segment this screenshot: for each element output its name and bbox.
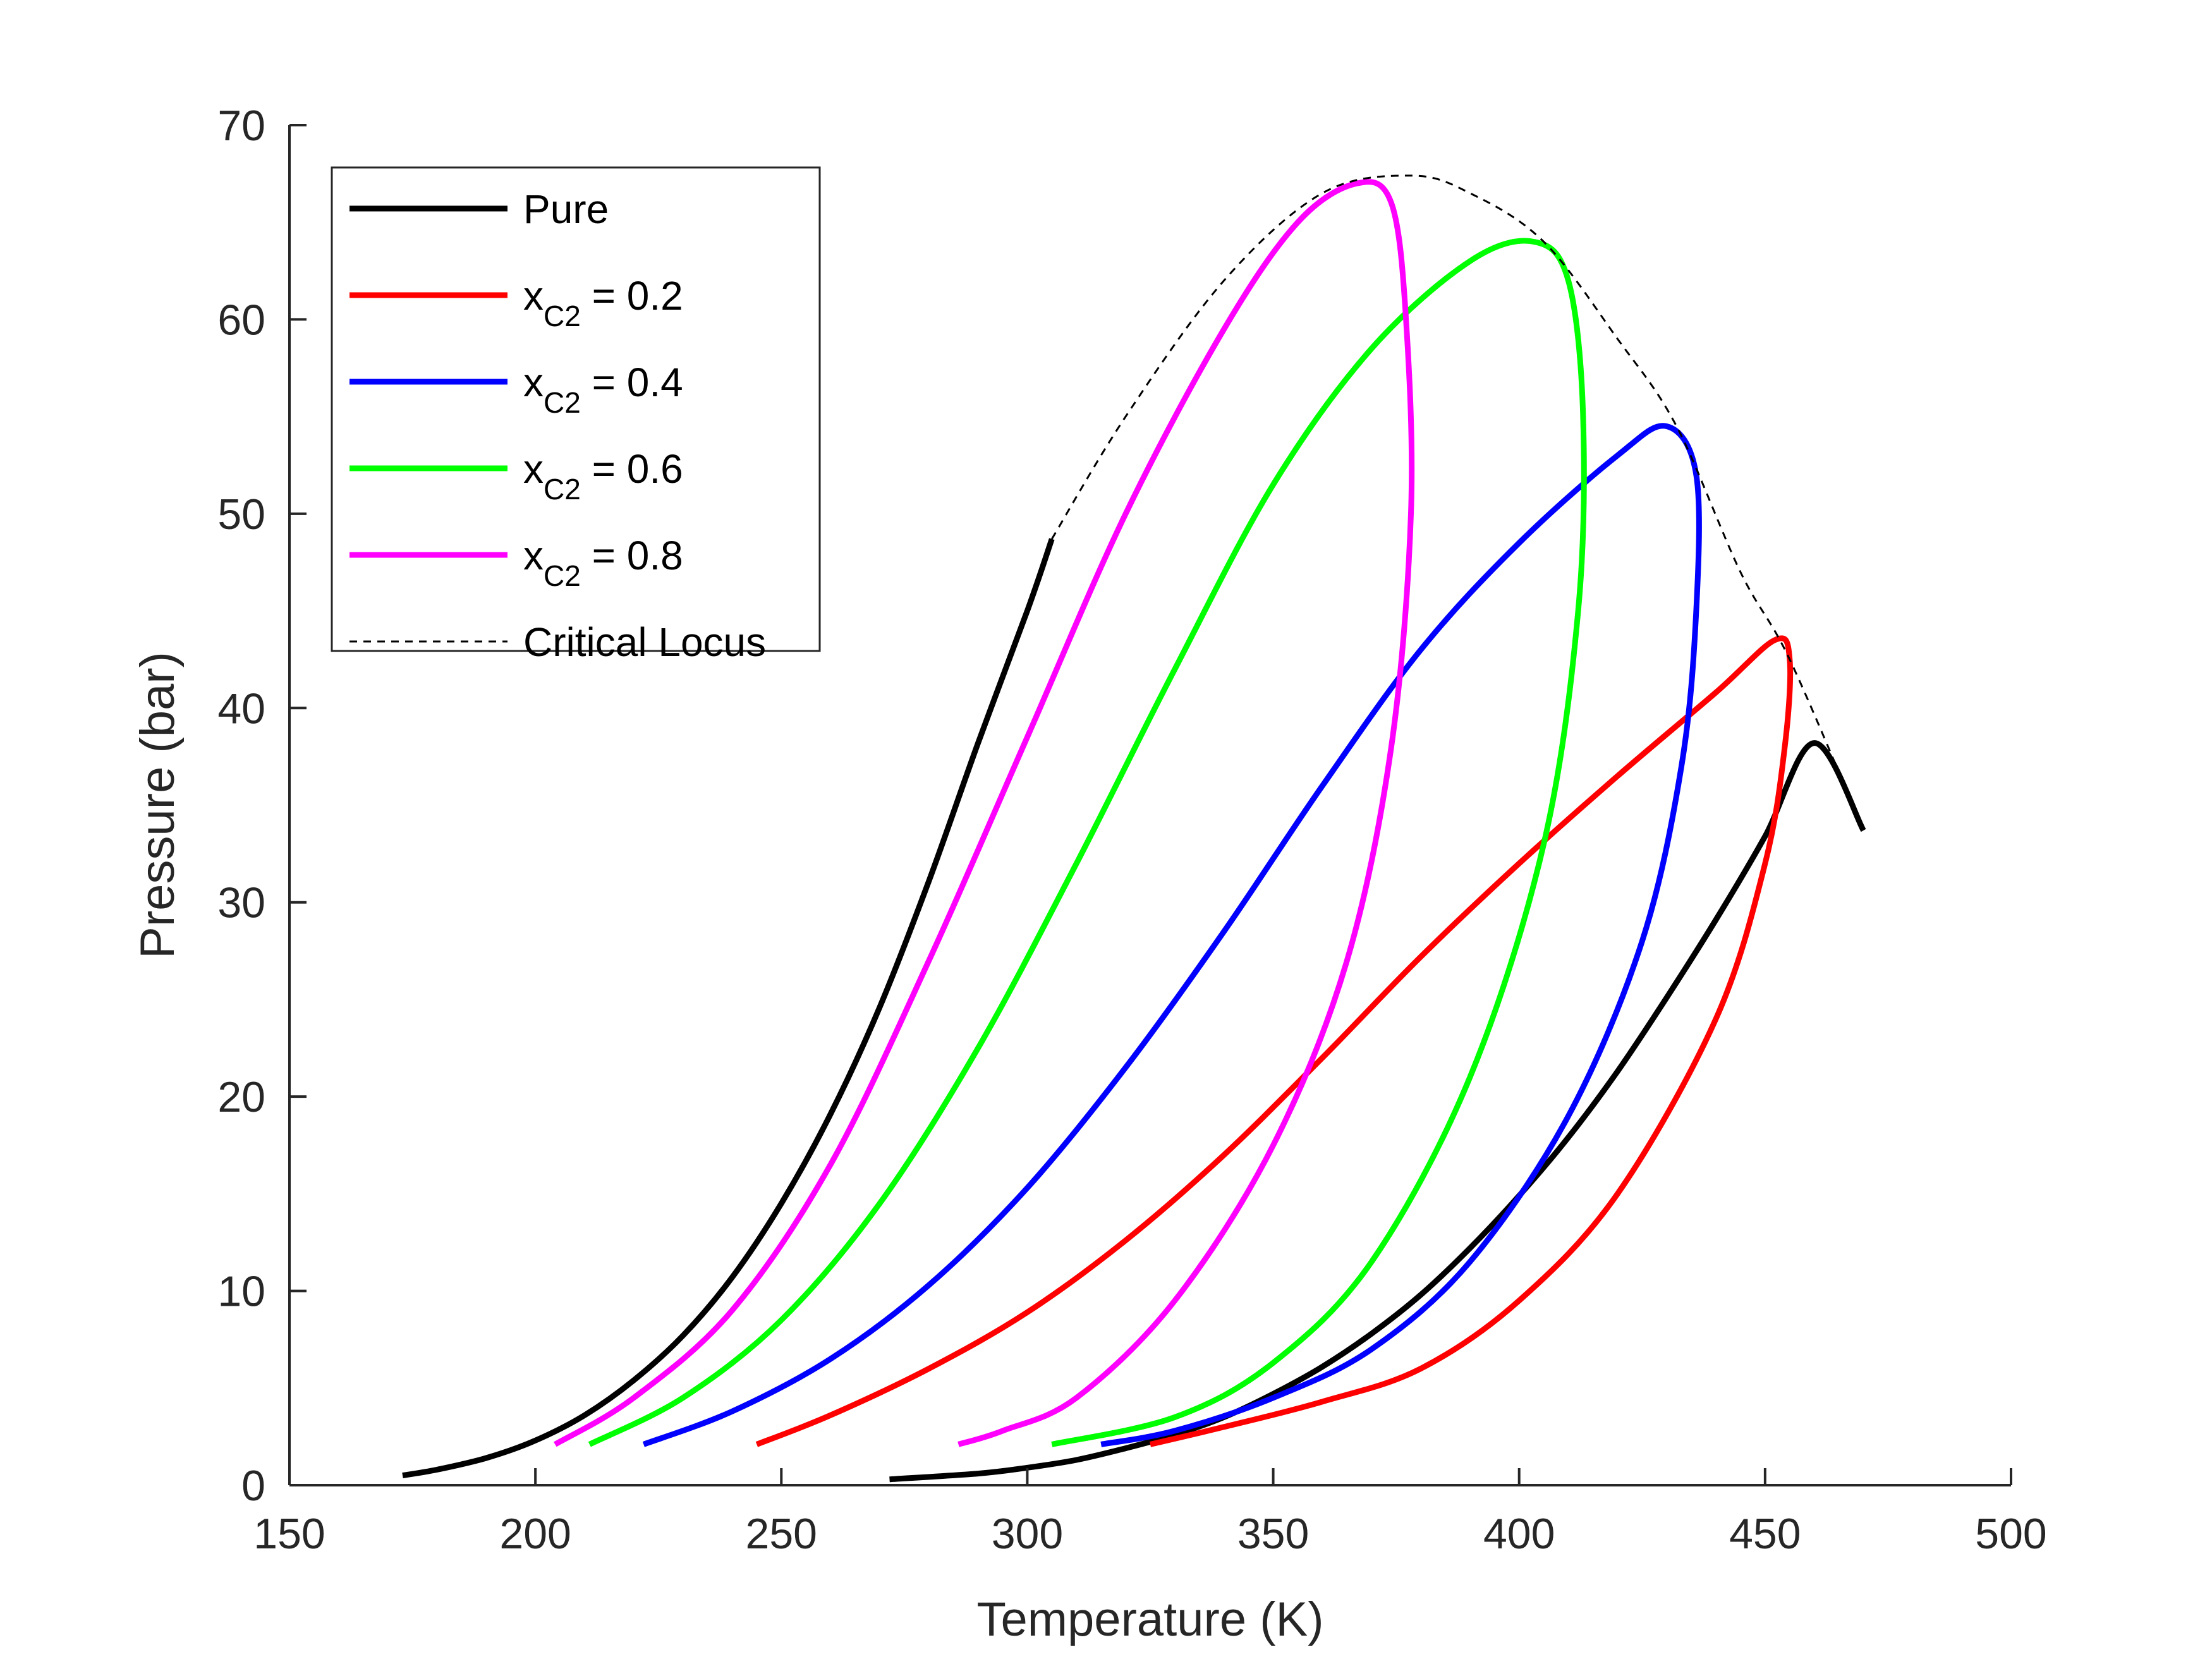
y-tick-label: 20: [217, 1073, 265, 1121]
series-line-critical-locus: [1051, 174, 1864, 831]
x-tick-label: 300: [992, 1510, 1063, 1558]
legend-box: [331, 166, 821, 652]
legend-label-x-c2-0-2: xC2 = 0.2: [523, 273, 683, 332]
x-tick-label: 250: [746, 1510, 817, 1558]
y-tick-label: 30: [217, 879, 265, 927]
series-line-pure-2: [889, 740, 1866, 1483]
x-tick-label: 150: [253, 1510, 325, 1558]
y-axis-label: Pressure (bar): [131, 652, 185, 959]
x-ticks: 150 200 250 300 350 400 450 500: [253, 1468, 2047, 1558]
y-tick-label: 60: [217, 296, 265, 344]
legend-label-critical-locus: Critical Locus: [523, 619, 766, 665]
legend-label-x-c2-0-6: xC2 = 0.6: [523, 446, 683, 506]
y-ticks: 0 10 20 30 40 50 60 70: [217, 102, 307, 1510]
y-tick-label: 70: [217, 102, 265, 150]
x-axis-label: Temperature (K): [976, 1593, 1323, 1646]
series-line-x-c2-0-6: [588, 238, 1587, 1447]
y-tick-label: 50: [217, 490, 265, 538]
legend-label-x-c2-0-8: xC2 = 0.8: [523, 533, 683, 592]
series-line-x-c2-0-2: [755, 635, 1794, 1447]
y-tick-label: 10: [217, 1268, 265, 1316]
y-tick-label: 0: [241, 1462, 265, 1510]
plot-lines: [402, 174, 1866, 1483]
x-tick-label: 400: [1483, 1510, 1555, 1558]
x-tick-label: 200: [499, 1510, 571, 1558]
legend-label-pure: Pure: [523, 186, 609, 232]
y-tick-label: 40: [217, 684, 265, 732]
series-line-x-c2-0-8: [554, 179, 1415, 1447]
x-tick-label: 450: [1729, 1510, 1801, 1558]
series-line-x-c2-0-4: [642, 423, 1702, 1447]
x-tick-label: 350: [1237, 1510, 1309, 1558]
legend-entries: Pure xC2 = 0.2 xC2 = 0.4 xC2 = 0.6 xC2 = 0.8…: [349, 186, 766, 665]
series-line-pure-1: [402, 538, 1055, 1479]
x-tick-label: 500: [1975, 1510, 2046, 1558]
axes: [288, 125, 2011, 1486]
legend-label-x-c2-0-4: xC2 = 0.4: [523, 360, 683, 419]
legend: Pure xC2 = 0.2 xC2 = 0.4 xC2 = 0.6 xC2 = 0.8…: [331, 166, 821, 665]
